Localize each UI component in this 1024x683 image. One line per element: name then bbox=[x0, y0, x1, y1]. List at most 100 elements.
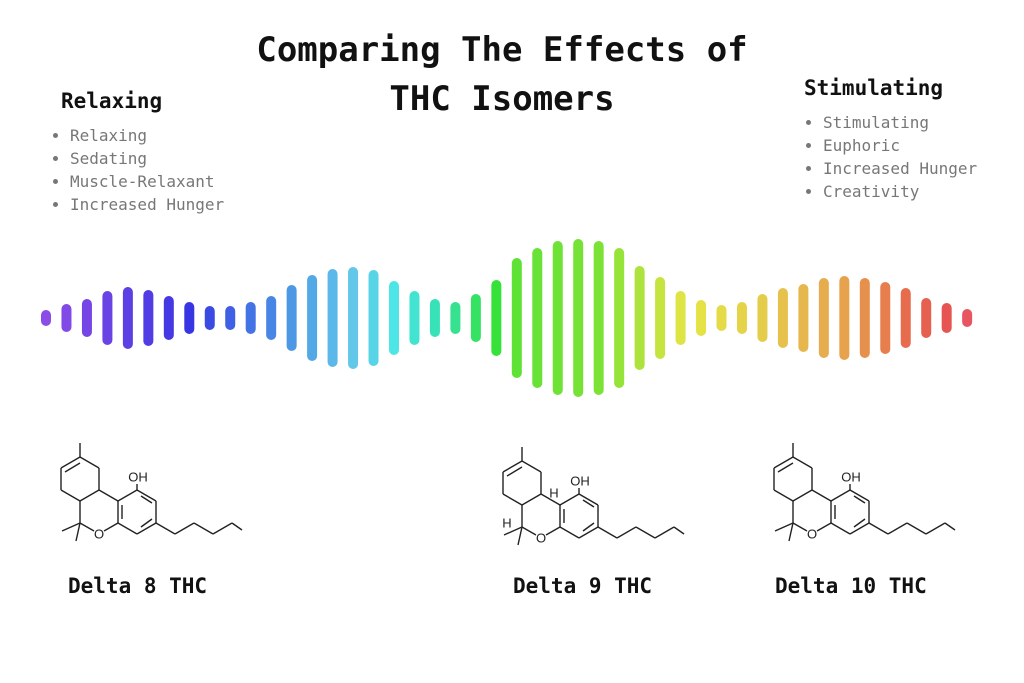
spectrum-bar bbox=[634, 266, 645, 370]
bond bbox=[788, 522, 794, 542]
spectrum-bar bbox=[450, 302, 461, 334]
bond bbox=[792, 489, 813, 502]
spectrum-bar bbox=[655, 277, 666, 359]
bond bbox=[868, 522, 889, 535]
bond bbox=[792, 456, 813, 469]
spectrum-bar bbox=[286, 285, 297, 351]
bond bbox=[777, 462, 794, 473]
list-item: Euphoric bbox=[823, 134, 977, 157]
bond bbox=[61, 522, 81, 532]
bond bbox=[597, 526, 618, 539]
spectrum-bar bbox=[204, 306, 215, 330]
list-item: Relaxing bbox=[70, 124, 224, 147]
spectrum-bar bbox=[81, 299, 92, 337]
spectrum-bar bbox=[429, 299, 440, 337]
left-heading: Relaxing bbox=[61, 89, 163, 113]
bond bbox=[60, 456, 81, 469]
bond bbox=[117, 489, 138, 502]
molecule-name: Delta 9 THC bbox=[513, 574, 653, 598]
bond bbox=[925, 522, 946, 535]
spectrum-bar bbox=[225, 306, 236, 330]
spectrum-bar bbox=[818, 278, 829, 358]
spectrum-bars bbox=[41, 239, 973, 397]
spectrum-bar bbox=[839, 276, 850, 360]
spectrum-bar bbox=[41, 310, 51, 326]
spectrum-bar bbox=[532, 248, 543, 388]
atom-label: OH bbox=[570, 473, 590, 488]
spectrum-bar bbox=[143, 290, 154, 346]
spectrum-bar bbox=[327, 269, 338, 367]
bond bbox=[906, 522, 927, 535]
bond bbox=[773, 456, 794, 469]
list-item: Increased Hunger bbox=[823, 157, 977, 180]
bond bbox=[887, 522, 908, 535]
bond bbox=[521, 460, 542, 473]
spectrum-bar bbox=[184, 302, 195, 334]
bond bbox=[231, 522, 243, 531]
spectrum-bar bbox=[675, 291, 686, 345]
bond bbox=[79, 522, 95, 532]
right-heading: Stimulating bbox=[804, 76, 944, 100]
list-item: Increased Hunger bbox=[70, 193, 224, 216]
spectrum-bar bbox=[122, 287, 133, 349]
bond bbox=[502, 493, 523, 506]
list-item: Muscle-Relaxant bbox=[70, 170, 224, 193]
bond bbox=[136, 489, 157, 502]
bond bbox=[79, 489, 100, 502]
atom-label: H bbox=[549, 485, 558, 500]
spectrum-bar bbox=[716, 305, 727, 331]
bond bbox=[816, 522, 832, 532]
molecule-name: Delta 10 THC bbox=[775, 574, 927, 598]
atom-label: O bbox=[807, 526, 817, 541]
spectrum-bar bbox=[941, 303, 952, 333]
molecule-name: Delta 8 THC bbox=[68, 574, 208, 598]
list-item: Sedating bbox=[70, 147, 224, 170]
bond bbox=[582, 522, 595, 532]
spectrum-bar bbox=[696, 300, 707, 336]
bond bbox=[540, 493, 561, 506]
bond bbox=[103, 522, 119, 532]
title: Comparing The Effects of THC Isomers bbox=[256, 30, 748, 119]
bond bbox=[506, 466, 523, 477]
bond bbox=[174, 522, 195, 535]
molecule-structure: OH O bbox=[60, 443, 243, 541]
bond bbox=[60, 489, 81, 502]
spectrum-bar bbox=[307, 275, 318, 361]
list-item: Creativity bbox=[823, 180, 977, 203]
bond bbox=[559, 526, 580, 539]
bond bbox=[853, 495, 866, 504]
spectrum-bar bbox=[880, 282, 891, 354]
spectrum-bar bbox=[388, 281, 399, 355]
bond bbox=[849, 489, 870, 502]
atom-label: H bbox=[502, 515, 511, 530]
spectrum-bar bbox=[614, 248, 625, 388]
atom-label: OH bbox=[841, 469, 861, 484]
bond bbox=[559, 493, 580, 506]
spectrum-bar bbox=[61, 304, 72, 332]
bond bbox=[616, 526, 637, 539]
spectrum-bar bbox=[736, 302, 747, 334]
spectrum-bar bbox=[552, 241, 563, 395]
bond bbox=[849, 522, 870, 535]
bond bbox=[635, 526, 656, 539]
spectrum-bar bbox=[368, 270, 379, 366]
bond bbox=[773, 489, 794, 502]
atom-label: OH bbox=[128, 469, 148, 484]
right-list: StimulatingEuphoricIncreased HungerCreat… bbox=[805, 111, 977, 203]
bond bbox=[212, 522, 233, 535]
spectrum-bar bbox=[757, 294, 768, 342]
bond bbox=[155, 522, 176, 535]
spectrum-bar bbox=[491, 280, 502, 356]
bond bbox=[503, 526, 523, 536]
bond bbox=[136, 522, 157, 535]
bond bbox=[792, 522, 808, 532]
spectrum-bar bbox=[573, 239, 584, 397]
spectrum-bar bbox=[511, 258, 522, 378]
bond bbox=[853, 518, 866, 528]
spectrum-bar bbox=[163, 296, 174, 340]
spectrum-bar bbox=[266, 296, 277, 340]
bond bbox=[582, 499, 595, 508]
bond bbox=[944, 522, 956, 531]
